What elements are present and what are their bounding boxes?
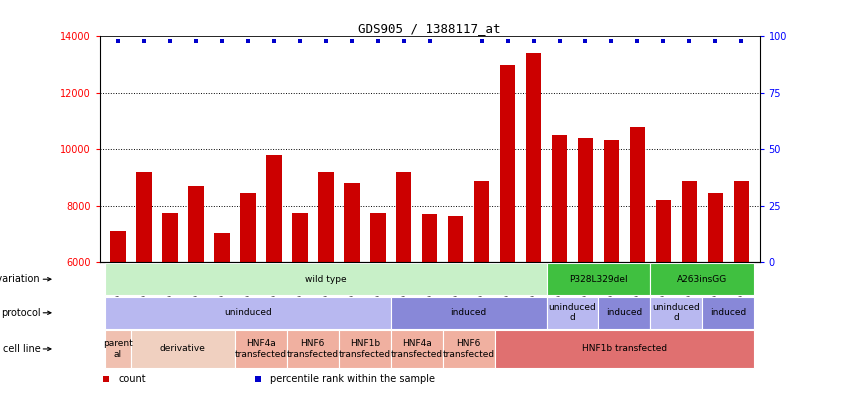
Bar (318, 172, 333, 405)
Bar (339, 330, 391, 368)
Text: A263insGG: A263insGG (677, 275, 727, 284)
Bar (214, 233, 230, 405)
Text: parent
al: parent al (103, 339, 133, 359)
Text: count: count (118, 374, 146, 384)
Text: uninduced
d: uninduced d (653, 303, 700, 322)
Bar (474, 181, 490, 405)
Bar (629, 127, 645, 405)
Text: percentile rank within the sample: percentile rank within the sample (270, 374, 435, 384)
Bar (266, 155, 281, 405)
Bar (162, 213, 178, 405)
Text: genotype/variation: genotype/variation (0, 274, 41, 284)
Text: cell line: cell line (3, 344, 41, 354)
Text: HNF4a
transfected: HNF4a transfected (391, 339, 443, 359)
Bar (681, 181, 697, 405)
Bar (105, 330, 131, 368)
Bar (495, 330, 754, 368)
Bar (370, 213, 385, 405)
Bar (391, 297, 547, 329)
Bar (188, 186, 204, 405)
Text: induced: induced (450, 308, 487, 317)
Bar (552, 135, 568, 405)
Bar (526, 53, 542, 405)
Bar (650, 297, 702, 329)
Text: HNF1b
transfected: HNF1b transfected (339, 339, 391, 359)
Bar (105, 263, 547, 295)
Text: protocol: protocol (1, 308, 41, 318)
Bar (547, 297, 598, 329)
Text: HNF4a
transfected: HNF4a transfected (234, 339, 287, 359)
Bar (344, 183, 359, 405)
Text: induced: induced (710, 308, 746, 317)
Text: uninduced: uninduced (224, 308, 272, 317)
Bar (110, 231, 126, 405)
Bar (650, 263, 754, 295)
Bar (448, 216, 464, 405)
Bar (286, 330, 339, 368)
Bar (105, 297, 391, 329)
Bar (422, 214, 437, 405)
Text: induced: induced (607, 308, 642, 317)
Bar (702, 297, 754, 329)
Text: derivative: derivative (160, 344, 206, 354)
Title: GDS905 / 1388117_at: GDS905 / 1388117_at (358, 22, 501, 35)
Bar (733, 181, 749, 405)
Text: HNF1b transfected: HNF1b transfected (582, 344, 667, 354)
Text: P328L329del: P328L329del (569, 275, 628, 284)
Bar (235, 330, 286, 368)
Bar (131, 330, 235, 368)
Text: HNF6
transfected: HNF6 transfected (443, 339, 495, 359)
Text: HNF6
transfected: HNF6 transfected (286, 339, 339, 359)
Bar (655, 200, 671, 405)
Text: wild type: wild type (305, 275, 346, 284)
Bar (707, 193, 723, 405)
Bar (240, 193, 256, 405)
Bar (443, 330, 495, 368)
Bar (598, 297, 650, 329)
Bar (292, 213, 307, 405)
Text: uninduced
d: uninduced d (549, 303, 596, 322)
Bar (136, 172, 152, 405)
Bar (396, 172, 411, 405)
Bar (603, 140, 619, 405)
Bar (547, 263, 650, 295)
Bar (391, 330, 443, 368)
Bar (578, 138, 594, 405)
Bar (500, 65, 516, 405)
